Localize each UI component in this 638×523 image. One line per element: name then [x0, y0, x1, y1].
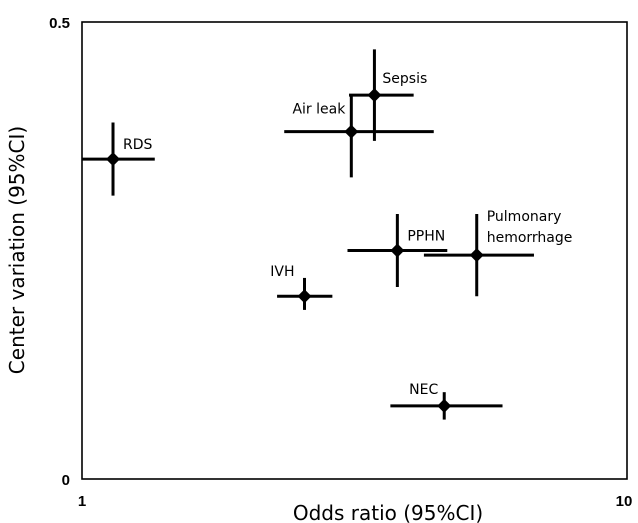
data-point: NEC: [390, 382, 503, 420]
data-point: Sepsis: [349, 49, 427, 141]
point-label: Air leak: [292, 102, 346, 118]
data-point: IVH: [270, 264, 333, 310]
x-axis-title: Odds ratio (95%CI): [293, 501, 483, 523]
x-tick-min: 1: [78, 493, 86, 510]
data-point: RDS: [82, 122, 155, 196]
point-label: NEC: [409, 382, 438, 398]
point-label: PPHN: [407, 229, 445, 245]
x-tick-max: 10: [616, 493, 633, 510]
diamond-marker: [297, 289, 312, 304]
diamond-marker: [106, 152, 121, 167]
diamond-marker: [390, 243, 405, 258]
diamond-marker: [344, 124, 359, 139]
diamond-marker: [437, 398, 452, 413]
data-point: Pulmonary hemorrhage: [423, 209, 573, 297]
diamond-marker: [367, 88, 382, 103]
points-layer: RDS Sepsis Air leak PPHN Pulmonary hemorrhage…: [82, 49, 573, 420]
point-label: Sepsis: [382, 71, 427, 87]
point-label: RDS: [123, 137, 153, 153]
diamond-marker: [469, 248, 484, 263]
y-axis-title: Center variation (95%CI): [5, 126, 29, 374]
data-point: Air leak: [284, 95, 434, 178]
point-label: Pulmonary hemorrhage: [487, 209, 573, 246]
y-tick-max: 0.5: [49, 15, 70, 32]
point-label: IVH: [270, 264, 294, 280]
plot-area-frame: [81, 21, 628, 480]
y-tick-min: 0: [62, 472, 70, 489]
data-point: PPHN: [347, 213, 448, 288]
